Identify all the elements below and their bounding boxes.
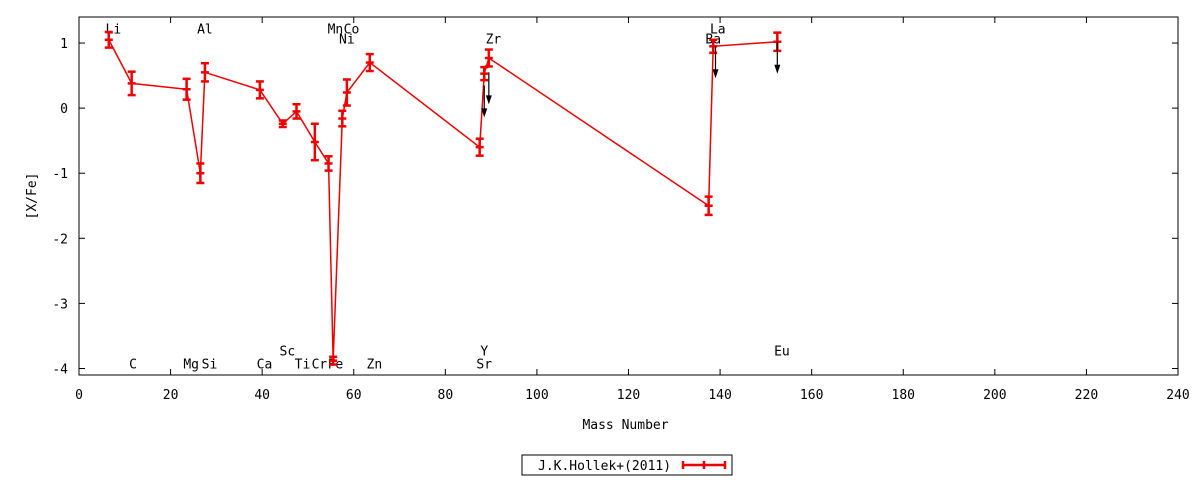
element-label: Ti [295, 357, 311, 372]
data-point [704, 195, 713, 217]
x-tick-label: 100 [525, 388, 548, 403]
y-axis-label: [X/Fe] [25, 173, 40, 220]
element-label: La [710, 23, 726, 38]
data-point [182, 77, 191, 101]
element-label: Zr [486, 32, 502, 47]
x-tick-label: 220 [1075, 388, 1098, 403]
y-tick-label: -3 [52, 297, 68, 312]
data-point [480, 65, 489, 82]
plot-frame [78, 16, 1179, 376]
y-tick-label: -4 [52, 362, 68, 377]
x-tick-label: 140 [708, 388, 731, 403]
x-tick-label: 20 [163, 388, 179, 403]
data-point [365, 52, 374, 73]
element-label: Co [344, 23, 360, 38]
data-point [484, 48, 493, 68]
element-label: Eu [774, 344, 790, 359]
element-label: Y [480, 344, 488, 359]
x-tick-label: 60 [346, 388, 362, 403]
legend-label: J.K.Hollek+(2011) [538, 459, 671, 474]
element-label: Cr [312, 357, 328, 372]
data-point [475, 137, 484, 157]
data-point [255, 80, 264, 100]
element-label: Al [197, 23, 213, 38]
element-label: Si [202, 357, 218, 372]
legend-swatch [681, 461, 727, 469]
element-label: Sc [280, 344, 296, 359]
y-tick-label: 1 [60, 37, 68, 52]
x-tick-label: 40 [254, 388, 270, 403]
element-label: Zn [367, 357, 383, 372]
element-label: Ca [257, 357, 273, 372]
x-tick-label: 160 [800, 388, 823, 403]
data-point [292, 102, 301, 120]
element-label: Mg [183, 357, 199, 372]
x-tick-label: 120 [617, 388, 640, 403]
x-tick-label: 80 [438, 388, 454, 403]
data-point [127, 70, 136, 97]
data-point [324, 155, 333, 172]
x-axis-label: Mass Number [582, 418, 668, 433]
upper-limit-arrow [774, 41, 781, 74]
upper-limit-arrow [485, 72, 492, 105]
x-tick-label: 240 [1166, 388, 1189, 403]
x-tick-label: 0 [75, 388, 83, 403]
legend: J.K.Hollek+(2011) [521, 454, 733, 476]
y-tick-label: 0 [60, 102, 68, 117]
data-point [310, 122, 319, 162]
element-label: Mn [328, 23, 344, 38]
data-point [196, 162, 205, 185]
data-point [338, 109, 347, 128]
data-point [329, 355, 338, 366]
x-tick-label: 180 [892, 388, 915, 403]
series-line [108, 39, 778, 361]
x-tick-label: 200 [983, 388, 1006, 403]
data-point [104, 30, 113, 49]
data-point [342, 78, 351, 107]
y-tick-label: -2 [52, 232, 68, 247]
upper-limit-arrow [481, 85, 488, 118]
upper-limit-arrow [712, 46, 719, 79]
data-point [200, 61, 209, 83]
legend-box [521, 454, 733, 476]
element-label: C [129, 357, 137, 372]
data-point [278, 119, 287, 129]
y-tick-label: -1 [52, 167, 68, 182]
element-label: Sr [476, 357, 492, 372]
element-label: Ni [339, 32, 355, 47]
